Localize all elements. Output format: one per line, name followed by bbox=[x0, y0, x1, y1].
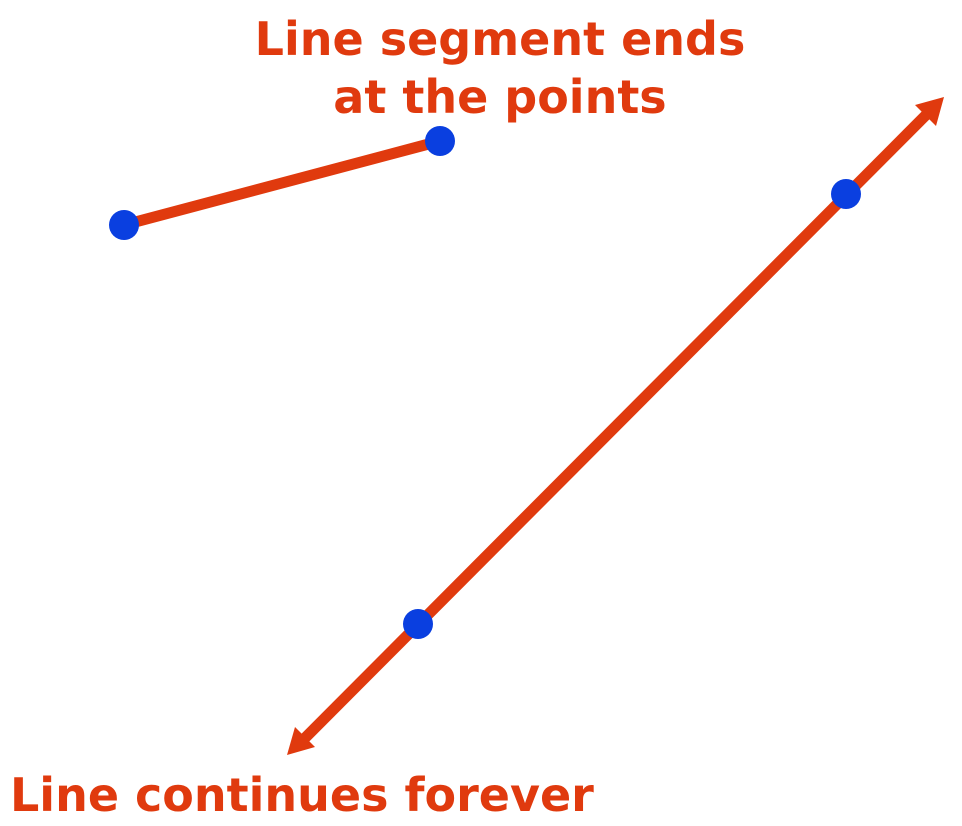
infinite-line bbox=[301, 109, 932, 742]
segment-caption-line-2: at the points bbox=[333, 70, 667, 124]
arrowhead-bottom-left-icon bbox=[287, 727, 315, 755]
segment-endpoint-right bbox=[425, 126, 455, 156]
line-caption: Line continues forever bbox=[10, 768, 594, 822]
line-segment bbox=[118, 135, 446, 231]
line-point-lower bbox=[403, 609, 433, 639]
arrowhead-top-right-icon bbox=[915, 97, 944, 126]
line-point-upper bbox=[831, 179, 861, 209]
segment-caption-line-1: Line segment ends bbox=[254, 12, 746, 66]
segment-endpoint-left bbox=[109, 210, 139, 240]
segment-caption: Line segment ends at the points bbox=[200, 10, 800, 126]
